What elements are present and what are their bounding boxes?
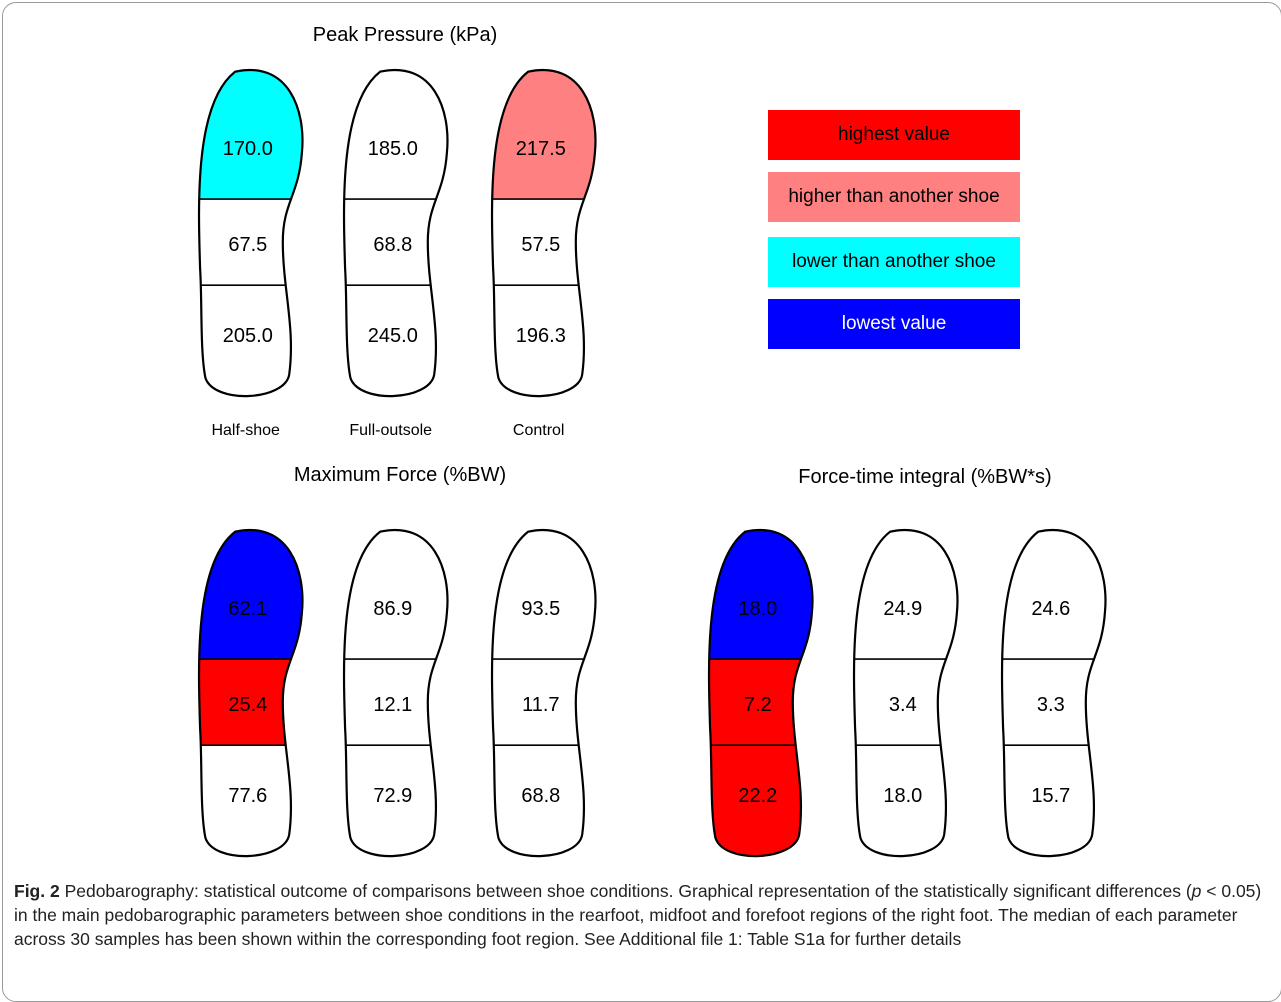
region-rearfoot-fill	[481, 745, 607, 870]
value-rearfoot: 15.7	[1031, 785, 1070, 807]
caption-p-symbol: p	[1192, 881, 1202, 901]
value-forefoot: 217.5	[516, 138, 566, 160]
value-midfoot: 57.5	[521, 234, 560, 256]
value-rearfoot: 68.8	[521, 785, 560, 807]
value-rearfoot: 77.6	[228, 785, 267, 807]
value-rearfoot: 18.0	[883, 785, 922, 807]
caption-text-part-1: Pedobarography: statistical outcome of c…	[60, 881, 1192, 901]
value-forefoot: 185.0	[368, 138, 418, 160]
shoe-label: Control	[513, 422, 565, 439]
legend-label-higher: higher than another shoe	[788, 186, 999, 208]
region-rearfoot-fill	[991, 745, 1117, 870]
value-forefoot: 86.9	[373, 598, 412, 620]
value-forefoot: 93.5	[521, 598, 560, 620]
value-forefoot: 24.6	[1031, 598, 1070, 620]
legend-label-highest: highest value	[838, 124, 950, 146]
value-midfoot: 25.4	[228, 694, 267, 716]
legend-item-higher: higher than another shoe	[768, 172, 1020, 222]
value-forefoot: 24.9	[883, 598, 922, 620]
value-rearfoot: 196.3	[516, 325, 566, 347]
value-rearfoot: 72.9	[373, 785, 412, 807]
value-midfoot: 67.5	[228, 234, 267, 256]
pedobarography-figure: 170.0 67.5 205.0 Half-shoe 185.0 68.8 245.0 Ful…	[0, 0, 1281, 870]
value-midfoot: 68.8	[373, 234, 412, 256]
legend-item-highest: highest value	[768, 110, 1020, 160]
legend-label-lowest: lowest value	[842, 313, 947, 335]
value-rearfoot: 245.0	[368, 325, 418, 347]
value-forefoot: 62.1	[228, 598, 267, 620]
region-rearfoot-fill	[698, 745, 824, 870]
value-midfoot: 3.4	[889, 694, 917, 716]
legend-item-lowest: lowest value	[768, 299, 1020, 349]
region-rearfoot-fill	[333, 745, 459, 870]
figure-caption: Fig. 2 Pedobarography: statistical outco…	[14, 879, 1269, 951]
region-rearfoot-fill	[481, 285, 607, 417]
region-rearfoot-fill	[333, 285, 459, 417]
region-rearfoot-fill	[188, 285, 314, 417]
value-rearfoot: 205.0	[223, 325, 273, 347]
caption-figure-label: Fig. 2	[14, 881, 60, 901]
value-midfoot: 11.7	[522, 694, 559, 716]
value-midfoot: 12.1	[373, 694, 412, 716]
shoe-label: Full-outsole	[349, 422, 432, 439]
legend-item-lower: lower than another shoe	[768, 237, 1020, 287]
value-forefoot: 18.0	[738, 598, 777, 620]
value-forefoot: 170.0	[223, 138, 273, 160]
region-rearfoot-fill	[843, 745, 969, 870]
shoe-label: Half-shoe	[211, 422, 280, 439]
legend-label-lower: lower than another shoe	[792, 251, 996, 273]
value-midfoot: 7.2	[744, 694, 772, 716]
value-midfoot: 3.3	[1037, 694, 1065, 716]
value-rearfoot: 22.2	[738, 785, 777, 807]
region-rearfoot-fill	[188, 745, 314, 870]
